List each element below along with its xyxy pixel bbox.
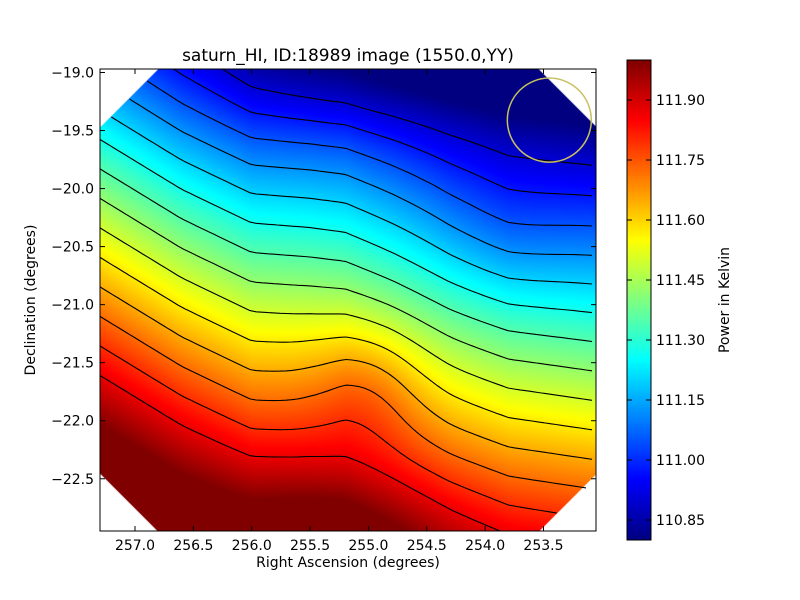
beam-circle [506, 77, 593, 163]
contour-line-3 [129, 98, 593, 256]
x-tick-label: 255.0 [348, 538, 388, 554]
contour-lines [99, 68, 593, 532]
y-tick-label: −19.0 [51, 65, 94, 81]
contour-line-2 [146, 80, 593, 227]
contour-line-1 [173, 68, 593, 197]
colorbar-label: Power in Kelvin [717, 247, 733, 353]
y-tick-label: −19.5 [51, 124, 94, 140]
beam-marker [506, 77, 593, 163]
colorbar-tick-label: 111.45 [656, 273, 705, 289]
contour-line-6 [99, 168, 593, 343]
x-tick-label: 256.5 [173, 538, 213, 554]
y-tick-label: −21.0 [51, 298, 94, 314]
colorbar-tick-label: 111.00 [656, 453, 705, 469]
colorbar-tick-label: 111.15 [656, 393, 705, 409]
x-axis-label: Right Ascension (degrees) [256, 555, 440, 571]
x-axis-ticks: 257.0 256.5 256.0 255.5 255.0 254.5 254.0 253.5 [115, 69, 564, 554]
x-tick-label: 257.0 [115, 538, 155, 554]
y-tick-label: −22.0 [51, 414, 94, 430]
colorbar-tick-label: 111.90 [656, 93, 705, 109]
colorbar-frame [626, 59, 652, 541]
x-tick-label: 253.5 [523, 538, 563, 554]
colorbar-tick-label: 111.30 [656, 333, 705, 349]
y-tick-label: −20.5 [51, 240, 94, 256]
y-tick-label: −21.5 [51, 356, 94, 372]
contour-line-13 [99, 375, 501, 532]
contour-line-7 [99, 197, 593, 372]
contour-line-12 [99, 345, 557, 514]
y-axis-ticks: −19.0 −19.5 −20.0 −20.5 −21.0 −21.5 −22.0 −22.5 [51, 65, 596, 488]
colorbar-tick-label: 111.75 [656, 153, 705, 169]
chart-title: saturn_HI, ID:18989 image (1550.0,YY) [182, 46, 514, 66]
contour-line-5 [99, 139, 593, 314]
contour-line-11 [99, 315, 587, 489]
colorbar-tick-label: 111.60 [656, 213, 705, 229]
contour-line-10 [99, 286, 593, 460]
contour-line-0 [221, 68, 593, 166]
contour-line-4 [111, 116, 593, 285]
y-tick-label: −22.5 [51, 472, 94, 488]
contour-line-9 [99, 256, 593, 431]
y-tick-label: −20.0 [51, 182, 94, 198]
plot-frame [99, 68, 597, 532]
x-tick-label: 254.0 [465, 538, 505, 554]
x-tick-label: 256.0 [232, 538, 272, 554]
heatmap-image [100, 69, 596, 531]
y-axis-label: Declination (degrees) [23, 225, 39, 376]
x-tick-label: 255.5 [290, 538, 330, 554]
colorbar-ticks: 110.85 111.00 111.15 111.30 111.45 111.60 111.… [627, 93, 705, 529]
contour-line-8 [99, 227, 593, 401]
colorbar-tick-label: 110.85 [656, 513, 705, 529]
x-tick-label: 254.5 [407, 538, 447, 554]
